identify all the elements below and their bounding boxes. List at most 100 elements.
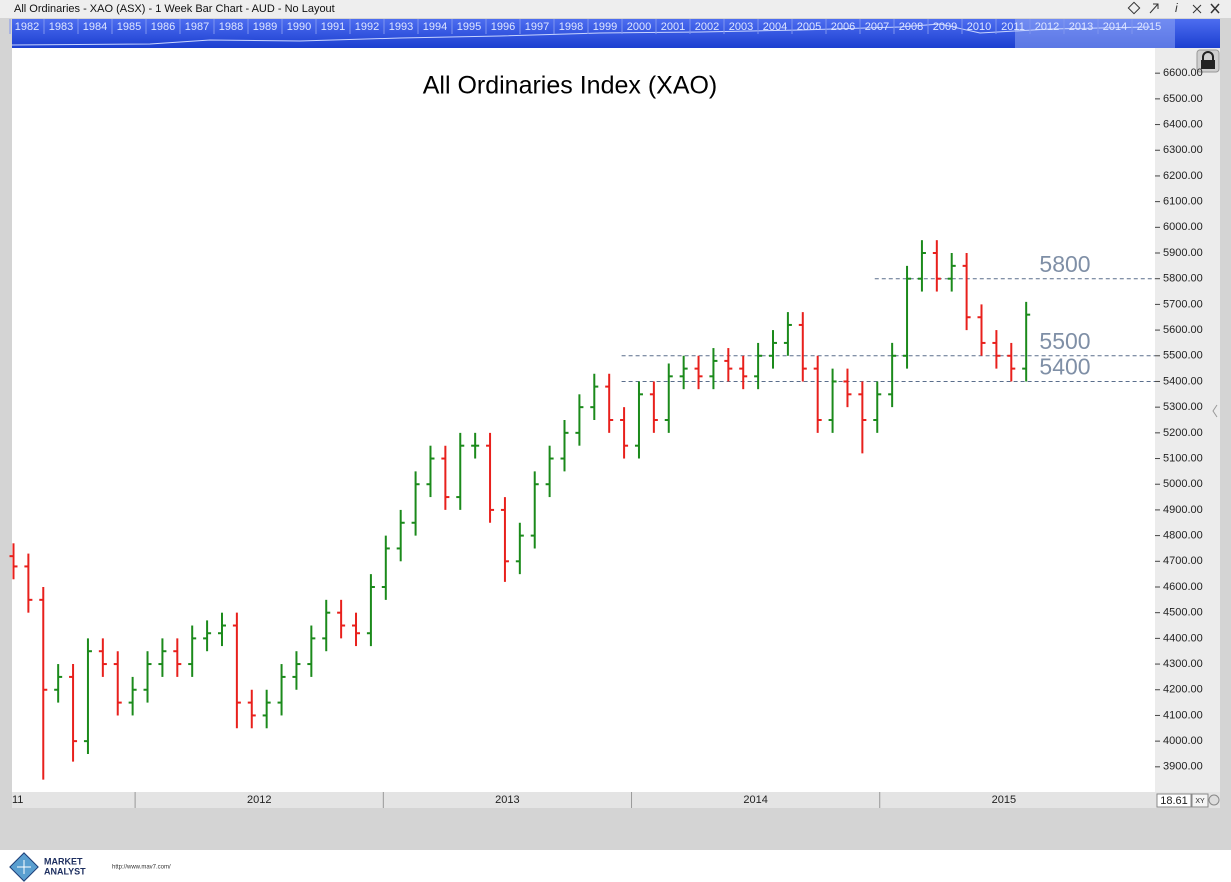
overview-year: 1987 (185, 21, 209, 33)
y-tick-label: 4400.00 (1163, 632, 1203, 644)
footer (0, 850, 1231, 882)
y-tick-label: 5300.00 (1163, 401, 1203, 413)
overview-year: 1998 (559, 21, 583, 33)
y-tick-label: 6300.00 (1163, 144, 1203, 156)
y-tick-label: 6100.00 (1163, 196, 1203, 208)
y-tick-label: 6000.00 (1163, 221, 1203, 233)
overview-year: 1993 (389, 21, 413, 33)
overview-year: 1984 (83, 21, 107, 33)
x-tick-label: 2015 (992, 794, 1016, 806)
overview-year: 2005 (797, 21, 821, 33)
title-bar (0, 0, 1231, 18)
overview-year: 1986 (151, 21, 175, 33)
overview-years: 1982 1983 1984 1985 1986 1987 1988 1989 1990 1991… (9, 19, 1161, 34)
y-tick-label: 6500.00 (1163, 93, 1203, 105)
window-buttons[interactable]: i (1127, 1, 1220, 15)
lock-icon (1202, 51, 1214, 60)
y-tick-label: 5500.00 (1163, 350, 1203, 362)
reference-label: 5500 (1039, 328, 1090, 354)
y-tick-label: 6600.00 (1163, 67, 1203, 79)
y-tick-label: 4600.00 (1163, 581, 1203, 593)
overview-year: 1989 (253, 21, 277, 33)
reference-label: 5800 (1039, 251, 1090, 277)
overview-year: 2015 (1137, 21, 1161, 33)
footer-url: http://www.mav7.com/ (112, 865, 171, 871)
overview-year: 1994 (423, 21, 447, 33)
overview-year: 1997 (525, 21, 549, 33)
overview-year: 2008 (899, 21, 923, 33)
zoom-mode-button[interactable] (1191, 793, 1209, 808)
overview-year: 1988 (219, 21, 243, 33)
y-tick-label: 4000.00 (1163, 735, 1203, 747)
overview-year: 2010 (967, 21, 991, 33)
window-title: All Ordinaries - XAO (ASX) - 1 Week Bar … (14, 3, 335, 15)
y-tick-label: 4700.00 (1163, 555, 1203, 567)
overview-year: 2012 (1035, 21, 1059, 33)
x-tick-label: 2014 (743, 794, 767, 806)
x-tick-label: 11 (12, 794, 23, 806)
brand-line1: MARKET (44, 856, 83, 866)
overview-year: 1999 (593, 21, 617, 33)
reference-label: 5400 (1039, 354, 1090, 380)
overview-year: 1992 (355, 21, 379, 33)
info-button[interactable]: i (1175, 1, 1178, 15)
overview-year: 2009 (933, 21, 957, 33)
y-axis-panel (1155, 48, 1220, 792)
y-tick-label: 4800.00 (1163, 530, 1203, 542)
y-tick-label: 6400.00 (1163, 118, 1203, 130)
y-tick-label: 6200.00 (1163, 170, 1203, 182)
overview-year: 1983 (49, 21, 73, 33)
zoom-box (1156, 793, 1192, 808)
lock-body (1201, 60, 1215, 69)
overview-year: 2002 (695, 21, 719, 33)
zoom-reset[interactable] (1208, 794, 1220, 806)
y-tick-label: 5000.00 (1163, 478, 1203, 490)
y-tick-label: 5200.00 (1163, 427, 1203, 439)
collapse-button[interactable] (1192, 4, 1202, 14)
y-tick-label: 4500.00 (1163, 607, 1203, 619)
x-axis-strip (12, 792, 1155, 808)
overview-year: 2011 (1001, 21, 1025, 33)
y-tick-label: 5800.00 (1163, 273, 1203, 285)
overview-year: 1982 (15, 21, 39, 33)
pin-button[interactable] (1149, 3, 1159, 14)
overview-year: 1995 (457, 21, 481, 33)
brand-line2: ANALYST (44, 866, 86, 876)
overview-year: 1985 (117, 21, 141, 33)
logo-cross (17, 860, 31, 874)
zoom-value: 18.61 (1160, 795, 1188, 807)
scroll-arrow[interactable] (1212, 404, 1218, 418)
y-tick-label: 3900.00 (1163, 761, 1203, 773)
y-tick-label: 5900.00 (1163, 247, 1203, 259)
overview-year: 1991 (321, 21, 345, 33)
overview-year: 2013 (1069, 21, 1093, 33)
overview-year: 2006 (831, 21, 855, 33)
y-tick-label: 5100.00 (1163, 452, 1203, 464)
overview-year: 1996 (491, 21, 515, 33)
overview-year: 1990 (287, 21, 311, 33)
overview-line (11, 23, 1151, 46)
x-tick-label: 2013 (495, 794, 519, 806)
x-tick-label: 2012 (247, 794, 271, 806)
overview-year: 2014 (1103, 21, 1127, 33)
logo (9, 852, 39, 882)
zoom-mode: XY (1195, 798, 1205, 805)
overview-year: 2007 (865, 21, 889, 33)
y-tick-label: 4100.00 (1163, 709, 1203, 721)
y-tick-label: 5600.00 (1163, 324, 1203, 336)
overview-year: 2000 (627, 21, 651, 33)
overview-year: 2003 (729, 21, 753, 33)
y-tick-label: 4300.00 (1163, 658, 1203, 670)
y-tick-label: 5700.00 (1163, 298, 1203, 310)
y-tick-label: 4200.00 (1163, 684, 1203, 696)
plot-area (12, 48, 1155, 792)
chart-title: All Ordinaries Index (XAO) (423, 72, 718, 100)
overview-year: 2004 (763, 21, 787, 33)
y-tick-label: 5400.00 (1163, 375, 1203, 387)
layout-button[interactable] (1127, 1, 1141, 15)
close-button[interactable] (1210, 3, 1220, 14)
y-tick-label: 4900.00 (1163, 504, 1203, 516)
overview-window[interactable] (1015, 19, 1175, 48)
